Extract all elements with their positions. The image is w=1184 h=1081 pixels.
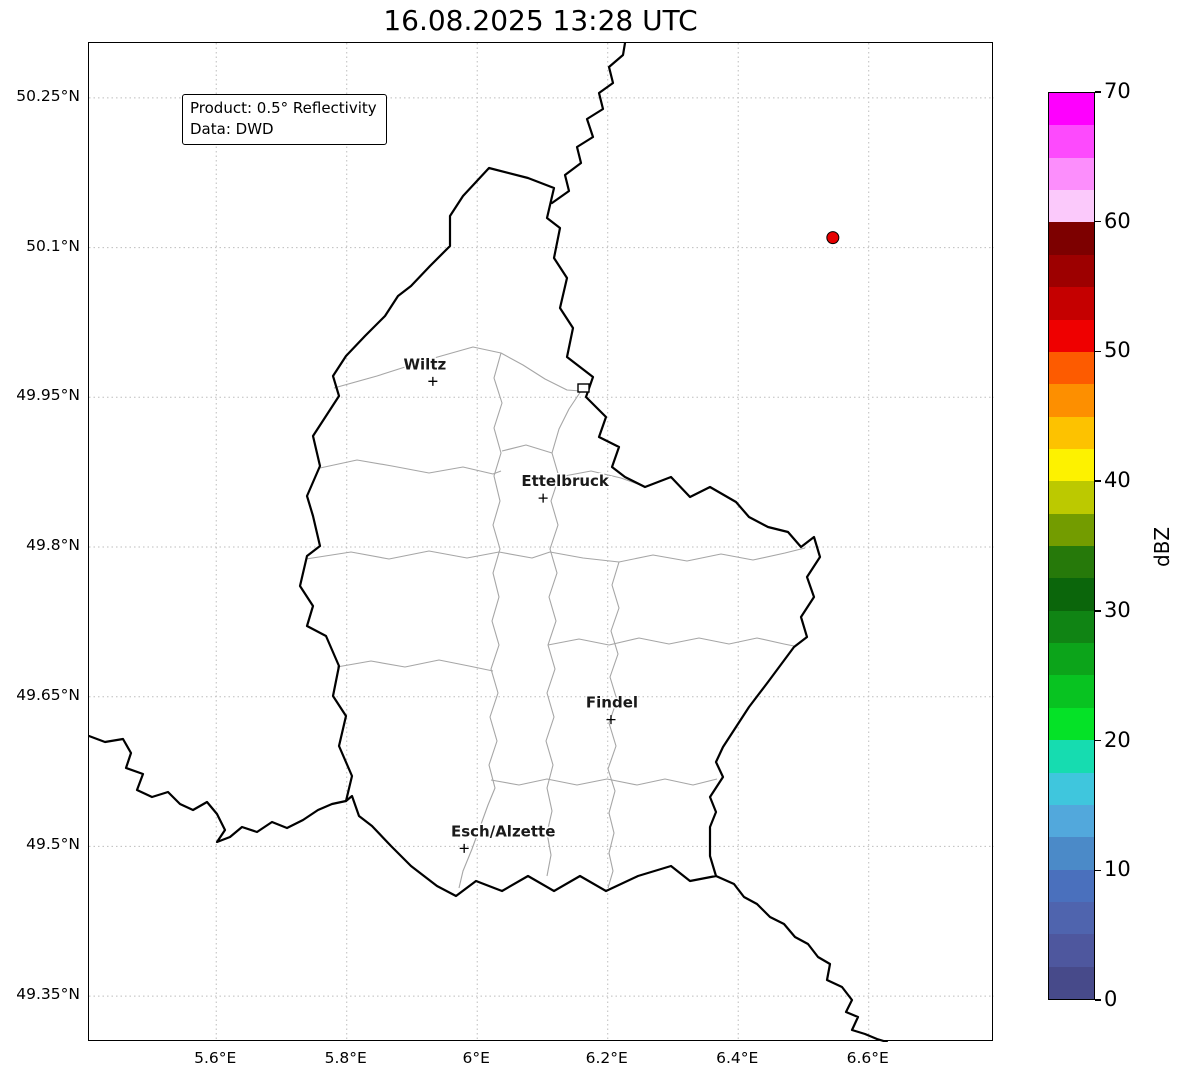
colorbar-segment: [1049, 287, 1094, 320]
city-marker: [459, 843, 469, 853]
colorbar: [1048, 92, 1095, 1000]
x-axis-tick-label: 5.8°E: [324, 1049, 367, 1067]
colorbar-segment: [1049, 190, 1094, 223]
colorbar-segment: [1049, 772, 1094, 805]
x-axis-tick-label: 6.6°E: [846, 1049, 889, 1067]
colorbar-tickmark: [1095, 739, 1101, 742]
colorbar-segment: [1049, 869, 1094, 902]
colorbar-tickmark: [1095, 221, 1101, 223]
city-label: Ettelbruck: [521, 472, 610, 490]
district-border: [501, 444, 553, 454]
belgium-germany-border: [550, 43, 627, 205]
colorbar-segment: [1049, 675, 1094, 708]
colorbar-segment: [1049, 643, 1094, 676]
district-border: [545, 390, 582, 877]
city-marker: [428, 376, 438, 386]
city-label: Findel: [586, 694, 638, 712]
colorbar-segment: [1049, 966, 1094, 1000]
colorbar-segment: [1049, 384, 1094, 417]
city-layer: Wiltz Ettelbruck Findel Esch/Alzette: [402, 231, 840, 853]
colorbar-segment: [1049, 319, 1094, 352]
map-plot-area: Wiltz Ettelbruck Findel Esch/Alzette Produc…: [88, 42, 994, 1042]
colorbar-segment: [1049, 934, 1094, 967]
plot-title: 16.08.2025 13:28 UTC: [383, 4, 698, 37]
colorbar-segment: [1049, 93, 1094, 126]
gridline-layer: [89, 43, 994, 1042]
district-border: [458, 352, 503, 889]
district-border: [490, 778, 718, 786]
y-axis-tick-label: 49.95°N: [16, 386, 80, 405]
colorbar-segment: [1049, 448, 1094, 482]
city-label: Esch/Alzette: [451, 822, 555, 840]
colorbar-tick-label: 0: [1104, 987, 1118, 1011]
colorbar-segment: [1049, 481, 1094, 514]
luxembourg-border: [298, 166, 822, 898]
x-axis-tick-label: 6°E: [462, 1049, 490, 1067]
colorbar-tick-label: 20: [1104, 727, 1131, 752]
colorbar-tick-label: 60: [1104, 208, 1131, 233]
colorbar-tick-label: 10: [1104, 857, 1131, 882]
colorbar-tickmark: [1095, 91, 1101, 93]
colorbar-segment: [1049, 837, 1094, 870]
colorbar-axis-label: dBZ: [1150, 526, 1174, 567]
data-source-line: Data: DWD: [190, 120, 274, 138]
colorbar-segment: [1049, 546, 1094, 579]
colorbar-tick-label: 50: [1104, 338, 1131, 363]
x-axis-tick-label: 5.6°E: [194, 1049, 237, 1067]
france-germany-border: [714, 874, 889, 1042]
colorbar-tickmark: [1095, 869, 1101, 871]
colorbar-tickmark: [1095, 999, 1101, 1001]
colorbar-tickmark: [1095, 350, 1101, 353]
district-border: [319, 459, 502, 475]
district-border-layer: [305, 346, 806, 889]
colorbar-segment: [1049, 351, 1094, 385]
district-border: [336, 659, 494, 672]
france-belgium-border: [89, 734, 348, 844]
colorbar-segment: [1049, 416, 1094, 449]
colorbar-segment: [1049, 157, 1094, 191]
y-axis-tick-label: 49.5°N: [26, 835, 80, 854]
y-axis-tick-label: 49.35°N: [16, 985, 80, 1004]
product-info-line: Product: 0.5° Reflectivity: [190, 99, 377, 117]
y-axis-tick-label: 50.1°N: [26, 236, 80, 255]
y-axis-tick-label: 49.8°N: [26, 535, 80, 554]
district-border: [607, 561, 620, 889]
map-svg: Wiltz Ettelbruck Findel Esch/Alzette: [89, 43, 994, 1042]
product-info-box: Product: 0.5° Reflectivity Data: DWD: [182, 94, 387, 145]
colorbar-segment: [1049, 578, 1094, 611]
y-axis-tick-label: 49.65°N: [16, 685, 80, 704]
colorbar-segment: [1049, 707, 1094, 741]
x-axis-tick-label: 6.4°E: [716, 1049, 759, 1067]
city-label: Wiltz: [403, 355, 446, 373]
colorbar-segment: [1049, 901, 1094, 935]
y-axis-tick-label: 50.25°N: [16, 86, 80, 105]
colorbar-segment: [1049, 740, 1094, 773]
colorbar-segment: [1049, 125, 1094, 158]
colorbar-tick-label: 40: [1104, 468, 1131, 493]
colorbar-segment: [1049, 222, 1094, 255]
city-marker: [606, 715, 616, 725]
country-border-layer: [89, 43, 889, 1042]
radar-echo-dot: [826, 231, 840, 245]
border-enclave-box: [577, 383, 590, 393]
x-axis-tick-label: 6.2°E: [585, 1049, 628, 1067]
colorbar-tickmark: [1095, 480, 1101, 482]
district-border: [333, 346, 582, 392]
colorbar-segment: [1049, 254, 1094, 288]
colorbar-segment: [1049, 610, 1094, 644]
colorbar-segment: [1049, 804, 1094, 838]
city-marker: [538, 493, 548, 503]
colorbar-tickmark: [1095, 610, 1101, 612]
colorbar-tick-label: 30: [1104, 597, 1131, 622]
colorbar-segment: [1049, 513, 1094, 547]
district-border: [547, 637, 795, 647]
district-border: [305, 547, 806, 563]
district-border: [558, 470, 644, 487]
colorbar-tick-label: 70: [1104, 79, 1131, 103]
